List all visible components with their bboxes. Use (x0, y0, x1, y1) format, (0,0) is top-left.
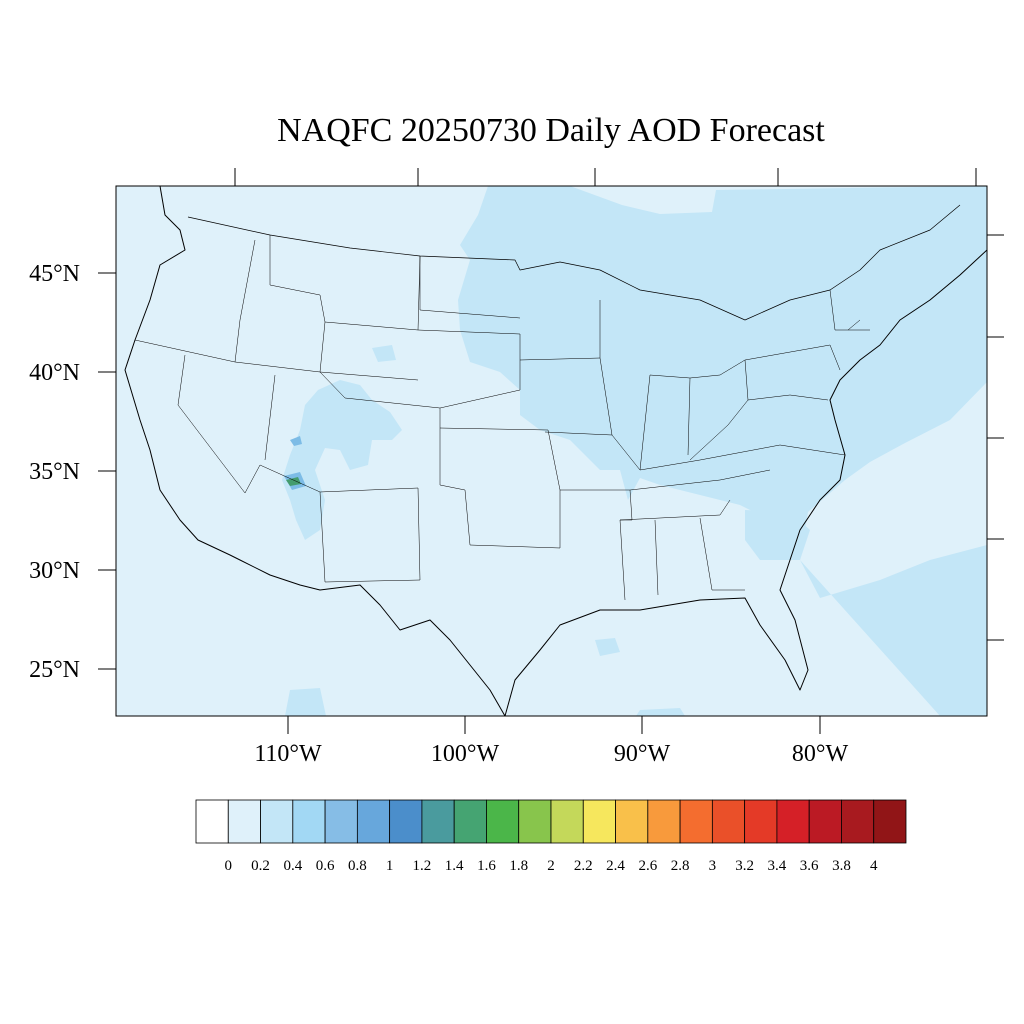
colorbar-swatch (808, 799, 842, 844)
lat-label-35: 35°N (29, 459, 80, 485)
colorbar-swatch (486, 799, 520, 844)
aod-patch-texas (636, 708, 685, 716)
colorbar-swatch (582, 799, 616, 844)
colorbar-swatch (518, 799, 552, 844)
colorbar-label: 3.4 (768, 858, 787, 874)
top-ticks (234, 168, 977, 186)
colorbar-label: 1.2 (413, 858, 432, 874)
colorbar-swatch (195, 799, 229, 844)
lon-label-90w: 90°W (614, 741, 671, 767)
colorbar-label: 2.2 (574, 858, 593, 874)
colorbar-swatch (679, 799, 713, 844)
lat-label-30: 30°N (29, 558, 80, 584)
aod-patch-montana (372, 345, 396, 362)
bottom-ticks (287, 716, 821, 734)
colorbar-swatch (841, 799, 875, 844)
colorbar-label: 0 (225, 858, 233, 874)
colorbar-swatch (744, 799, 778, 844)
colorbar-label: 4 (870, 858, 878, 874)
colorbar-label: 3.8 (832, 858, 851, 874)
us-border-outline (124, 186, 987, 716)
colorbar-label: 2.6 (638, 858, 657, 874)
colorbar-swatch (356, 799, 391, 844)
colorbar-label: 1.8 (509, 858, 528, 874)
colorbar-swatch (873, 799, 907, 844)
colorbar-label: 1.6 (477, 858, 496, 874)
colorbar-label: 2.8 (671, 858, 690, 874)
colorbar-swatch (389, 799, 423, 844)
colorbar-swatch (292, 799, 326, 844)
lon-label-100w: 100°W (431, 741, 500, 767)
colorbar-swatch (615, 799, 649, 844)
lat-label-45: 45°N (29, 261, 80, 287)
colorbar-label: 2 (547, 858, 555, 874)
aod-patch-baja (285, 688, 326, 716)
colorbar-swatch (776, 799, 810, 844)
aod-region-rockies (282, 380, 402, 540)
colorbar-label: 2.4 (606, 858, 625, 874)
right-ticks (987, 234, 1004, 641)
colorbar-swatch (227, 799, 261, 844)
map-frame (115, 185, 988, 717)
aod-hotspot-outer (284, 436, 306, 490)
colorbar-label: 0.4 (283, 858, 302, 874)
lon-label-80w: 80°W (792, 741, 849, 767)
colorbar-swatch (324, 799, 358, 844)
colorbar-label: 3.2 (735, 858, 754, 874)
map-panel[interactable]: 45°N 40°N 35°N 30°N 25°N 110°W 100°W 90°… (29, 168, 1004, 767)
aod-hotspot-inner (286, 477, 301, 486)
latitude-labels: 45°N 40°N 35°N 30°N 25°N (29, 261, 80, 683)
aod-field (282, 186, 987, 716)
left-ticks (98, 272, 116, 670)
colorbar-swatch (711, 799, 746, 844)
aod-patch-gulf (595, 638, 620, 656)
lat-label-25: 25°N (29, 657, 80, 683)
colorbar-label: 1.4 (445, 858, 464, 874)
colorbar-label: 3.6 (800, 858, 819, 874)
aod-region-northcentral (458, 186, 987, 716)
lon-label-110w: 110°W (254, 741, 322, 767)
colorbar-swatch (260, 799, 294, 844)
colorbar-swatch (550, 799, 584, 844)
state-lines (134, 235, 870, 601)
colorbar-swatch (647, 799, 681, 844)
colorbar-label: 0.6 (316, 858, 335, 874)
boundaries (124, 186, 987, 716)
colorbar-swatch (421, 799, 455, 844)
colorbar-label: 1 (386, 858, 394, 874)
colorbar-swatch (453, 799, 487, 844)
colorbar-label: 0.2 (251, 858, 270, 874)
map-title: NAQFC 20250730 Daily AOD Forecast (277, 112, 825, 149)
colorbar (195, 799, 907, 844)
colorbar-labels: 0 0.2 0.4 0.6 0.8 1 1.2 1.4 1.6 1.8 2 2.2 2.4 2.6 2.8 3… (225, 858, 878, 874)
canada-border (187, 204, 961, 321)
longitude-labels: 110°W 100°W 90°W 80°W (254, 741, 848, 767)
lat-label-40: 40°N (29, 360, 80, 386)
colorbar-label: 0.8 (348, 858, 367, 874)
colorbar-label: 3 (709, 858, 717, 874)
